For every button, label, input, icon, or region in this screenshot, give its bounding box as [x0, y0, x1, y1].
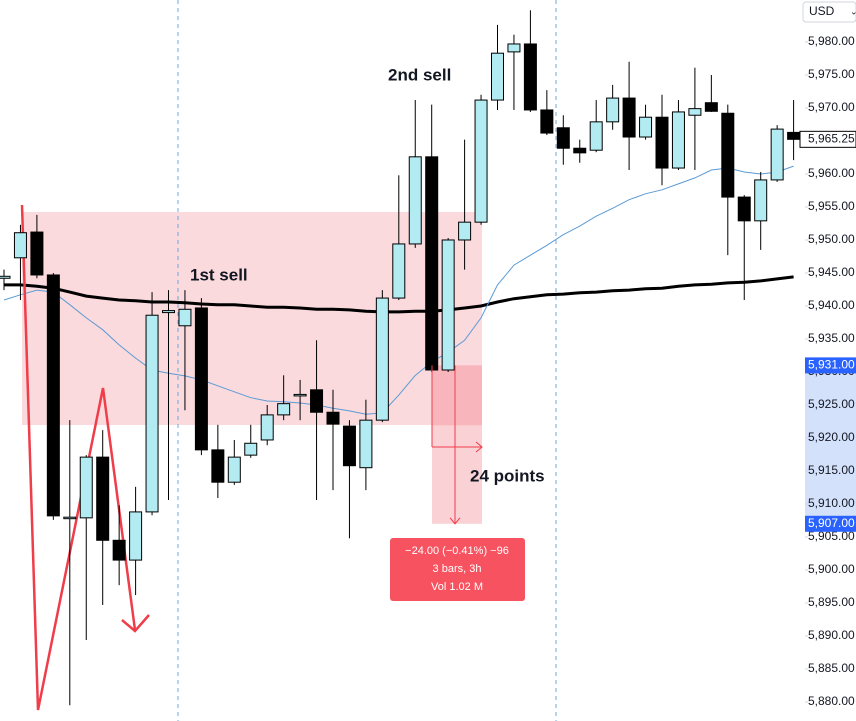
candle-body	[227, 456, 241, 483]
y-tick-label: 5,905.00	[808, 529, 855, 543]
candle-body	[655, 116, 669, 169]
y-tick-label: 5,955.00	[808, 199, 855, 213]
measure-box	[390, 538, 525, 601]
measure-arrowhead	[449, 517, 461, 525]
y-tick-label: 5,940.00	[808, 298, 855, 312]
candle-body	[244, 442, 258, 456]
measure-arrowhead	[475, 441, 483, 453]
last-price-box	[799, 130, 856, 148]
measure-top	[432, 365, 482, 426]
currency-label: USD	[809, 4, 835, 18]
price-label: 5,931.00	[808, 358, 855, 372]
candle-body	[458, 221, 472, 241]
candle-body	[770, 128, 784, 181]
candle-body	[30, 231, 44, 276]
y-tick-label: 5,910.00	[808, 496, 855, 510]
currency-select[interactable]	[802, 1, 856, 23]
y-tick-label: 5,880.00	[808, 694, 855, 708]
y-tick-label: 5,945.00	[808, 265, 855, 279]
candle-body	[145, 314, 159, 513]
candle-body	[178, 308, 192, 327]
candle-body	[408, 156, 422, 245]
measure-text: −24.00 (−0.41%) −96	[405, 545, 509, 557]
candle-body	[639, 116, 653, 138]
axis-range-band	[805, 365, 856, 524]
dropdown-caret: ⌄	[850, 6, 856, 16]
candle-body	[540, 109, 554, 134]
candle-body	[556, 127, 570, 149]
candle-body	[326, 411, 340, 425]
candle-body	[688, 108, 702, 116]
y-tick-label: 5,935.00	[808, 331, 855, 345]
candle-body	[0, 275, 11, 279]
annotation: 24 points	[470, 466, 545, 485]
candle-body	[310, 389, 324, 413]
y-tick-label: 5,970.00	[808, 100, 855, 114]
moving-average	[4, 275, 794, 314]
measure-text: Vol 1.02 M	[431, 581, 483, 593]
candle-body	[293, 393, 307, 397]
candle-body	[96, 456, 110, 541]
moving-average	[3, 165, 794, 415]
candle-body	[13, 232, 27, 259]
candle-body	[523, 43, 537, 111]
candle-body	[491, 52, 504, 101]
candle-body	[721, 112, 735, 198]
candle-body	[342, 425, 356, 467]
candle-body	[441, 239, 455, 371]
candle-body	[573, 147, 587, 154]
drawn-arrowhead	[121, 614, 150, 633]
measure-text: 3 bars, 3h	[433, 563, 482, 575]
candle-body	[507, 43, 521, 53]
y-tick-label: 5,895.00	[808, 595, 855, 609]
candle-body	[260, 414, 274, 441]
candle-body	[277, 403, 291, 416]
candle-body	[704, 102, 718, 112]
candle-body	[606, 97, 620, 123]
candle-body	[622, 97, 636, 138]
y-tick-label: 5,950.00	[808, 232, 855, 246]
price-label: 5,907.00	[808, 516, 855, 530]
annotation: 1st sell	[190, 265, 248, 284]
sell-zone	[22, 212, 482, 425]
candle-body	[737, 196, 751, 222]
candle-body	[162, 310, 175, 314]
last-price-label: 5,965.25	[808, 132, 855, 146]
annotation: 2nd sell	[388, 65, 451, 84]
candle-body	[474, 99, 488, 223]
candle-body	[359, 419, 373, 469]
candle-body	[79, 456, 93, 519]
candle-body	[129, 511, 143, 561]
y-tick-label: 5,885.00	[808, 661, 855, 675]
candle-body	[425, 156, 439, 371]
price-label-box	[805, 357, 856, 374]
price-label-box	[805, 515, 856, 532]
candle-body	[63, 516, 77, 520]
y-tick-label: 5,925.00	[808, 397, 855, 411]
y-tick-label: 5,960.00	[808, 166, 855, 180]
candle-body	[112, 539, 126, 561]
y-tick-label: 5,890.00	[808, 628, 855, 642]
candle-body	[46, 274, 60, 517]
y-tick-label: 5,980.00	[808, 34, 855, 48]
candle-body	[375, 297, 389, 421]
candle-body	[671, 111, 685, 169]
y-tick-label: 5,975.00	[808, 67, 855, 81]
y-tick-label: 5,915.00	[808, 463, 855, 477]
candle-body	[589, 121, 603, 151]
candle-body	[211, 449, 225, 483]
y-tick-label: 5,900.00	[808, 562, 855, 576]
candle-body	[754, 179, 768, 222]
candle-body	[787, 131, 801, 140]
candle-body	[392, 243, 406, 299]
y-tick-label: 5,920.00	[808, 430, 855, 444]
candle-body	[194, 307, 208, 451]
